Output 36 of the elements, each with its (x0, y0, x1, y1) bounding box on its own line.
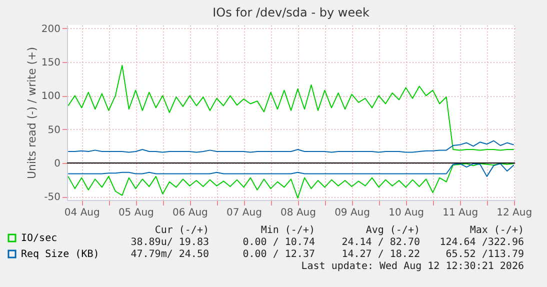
text: Cur (-/+) (154, 225, 209, 236)
x-tick-label: 12 Aug (496, 208, 532, 218)
y-tick-label: 50 (48, 124, 60, 136)
line-series (68, 163, 514, 177)
text: 14.27 / 18.22 (342, 249, 420, 260)
line-series (68, 163, 514, 198)
text: 65.52 /113.79 (446, 249, 524, 260)
y-tick-label: 150 (41, 58, 60, 69)
x-tick-label: 09 Aug (334, 208, 370, 218)
text: Avg (-/+) (366, 225, 420, 236)
text: 124.64 /322.96 (440, 237, 524, 248)
text: 24.14 / 82.70 (342, 237, 420, 248)
legend-label: Req Size (KB) (21, 249, 100, 260)
y-axis-title: Units read (-) / write (+) (25, 46, 38, 180)
text: 0.00 / 12.37 (242, 249, 315, 260)
y-tick-label: 200 (41, 24, 60, 35)
x-tick-label: 10 Aug (388, 208, 424, 218)
text: Max (-/+) (470, 225, 524, 236)
y-tick-label: -50 (44, 192, 60, 204)
text: Min (-/+) (260, 225, 315, 236)
x-tick-label: 05 Aug (118, 208, 154, 218)
x-tick-label: 06 Aug (172, 208, 208, 218)
line-series (68, 64, 514, 151)
text: 0.00 / 10.74 (242, 237, 315, 248)
text: Last update: Wed Aug 12 12:30:21 2026 (301, 261, 524, 272)
text: 47.79m/ 24.50 (130, 249, 209, 260)
legend-label: IO/sec (21, 233, 58, 244)
x-tick-label: 08 Aug (280, 208, 316, 218)
x-tick-label: 07 Aug (226, 208, 262, 218)
x-tick-label: 11 Aug (442, 208, 478, 218)
line-series (68, 140, 514, 153)
x-tick-label: 04 Aug (64, 208, 100, 218)
y-tick-label: 0 (54, 158, 60, 170)
chart-title: IOs for /dev/sda - by week (212, 5, 370, 20)
y-tick-label: 100 (41, 91, 60, 102)
text: 38.89u/ 19.83 (130, 237, 209, 248)
